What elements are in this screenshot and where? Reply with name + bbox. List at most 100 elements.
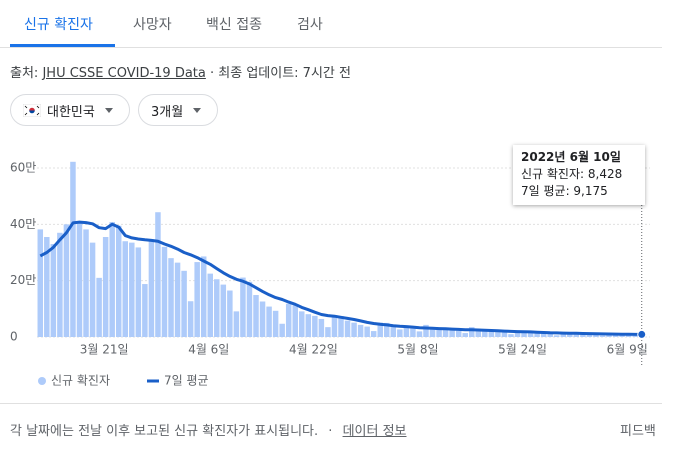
bar [318,318,325,337]
source-label: 출처: [10,66,39,81]
flag-icon [23,103,41,117]
bar [410,326,416,337]
bar [161,246,168,337]
bar [96,277,102,337]
range-label: 3개월 [151,104,184,120]
y-tick-label: 20만 [10,273,36,287]
bar [168,258,174,337]
legend-swatch [38,377,46,385]
tooltip-line: 7일 평균: 9,175 [521,184,608,198]
bar [370,331,377,337]
bar [102,237,109,337]
bar [403,325,410,337]
bar [122,241,129,337]
bar [155,212,161,337]
bar [567,332,573,337]
bar [344,320,351,337]
bar [351,322,357,337]
hover-dot [637,329,647,339]
bar [586,334,593,337]
bar [44,237,50,337]
bar [390,324,397,337]
x-tick-label: 5월 8일 [397,343,438,357]
x-tick-label: 5월 24일 [498,343,547,357]
bar [299,311,305,337]
bar [285,303,292,337]
bar [442,329,449,337]
y-tick-label: 0 [10,330,18,344]
country-label: 대한민국 [47,104,95,120]
bar [109,222,115,337]
footer-link[interactable]: 데이터 정보 [342,424,407,439]
feedback[interactable]: 피드백 [620,424,656,439]
tab[interactable]: 검사 [297,17,323,33]
bar [83,229,89,337]
bar [540,332,547,337]
country-dropdown[interactable]: 대한민국 [10,94,130,126]
bar [272,310,279,337]
bar [580,333,586,337]
bar [240,277,246,337]
bar [475,328,482,337]
source-line: 출처: JHU CSSE COVID-19 Data · 최종 업데이트: 7시… [10,62,351,81]
footer-line: 각 날짜에는 전날 이후 보고된 신규 확진자가 표시됩니다. · 데이터 정보 [10,424,407,439]
bar [63,224,70,337]
bar [521,330,527,337]
bar [70,161,76,337]
bar [625,335,632,337]
bar [57,232,63,337]
bar [573,333,580,337]
bar [207,273,213,337]
bar [312,315,318,337]
bar [338,316,344,337]
bar [181,270,187,337]
x-tick-label: 4월 22일 [289,343,338,357]
bar [508,334,514,337]
bar [547,333,553,337]
bar [449,329,455,337]
tooltip-line: 신규 확진자: 8,428 [521,167,623,181]
legend-label: 7일 평균 [164,374,209,388]
bar [76,222,83,337]
bar [89,242,96,337]
chart: 0 20만 40만 60만 3월 21일 4월 6일 4월 22일 5월 8일 5월 24일 6월… [10,161,650,388]
tab[interactable]: 백신 접종 [206,17,262,33]
bar [455,330,462,337]
range-dropdown[interactable]: 3개월 [138,94,218,126]
bar [436,328,442,337]
divider [0,47,662,48]
bar [253,295,259,337]
bar [534,332,540,337]
bar [174,262,181,337]
bar [214,279,220,337]
bar [227,290,233,337]
y-tick-label: 60만 [10,161,36,175]
bar [593,334,599,337]
bar [194,262,200,337]
line [39,220,642,336]
bar [364,326,370,337]
x-tick-label: 6월 9일 [607,343,648,357]
bar [357,324,364,337]
legend-label: 신규 확진자 [51,374,110,388]
bar [488,330,495,337]
tab[interactable]: 사망자 [133,17,172,33]
bar [325,327,331,337]
source-link[interactable]: JHU CSSE COVID-19 Data [42,66,206,81]
bar [220,284,227,337]
bar [259,301,266,337]
bar [115,225,122,337]
tab[interactable]: 신규 확진자 [24,17,93,33]
bar [305,314,312,337]
bar [560,332,567,337]
bar [527,331,534,337]
bar [246,281,253,337]
bar [279,323,285,337]
bar [187,301,194,337]
bar [416,331,423,337]
bar [129,242,135,337]
tooltip-title: 2022년 6월 10일 [521,150,621,164]
bar [233,311,240,337]
bar [462,333,468,337]
